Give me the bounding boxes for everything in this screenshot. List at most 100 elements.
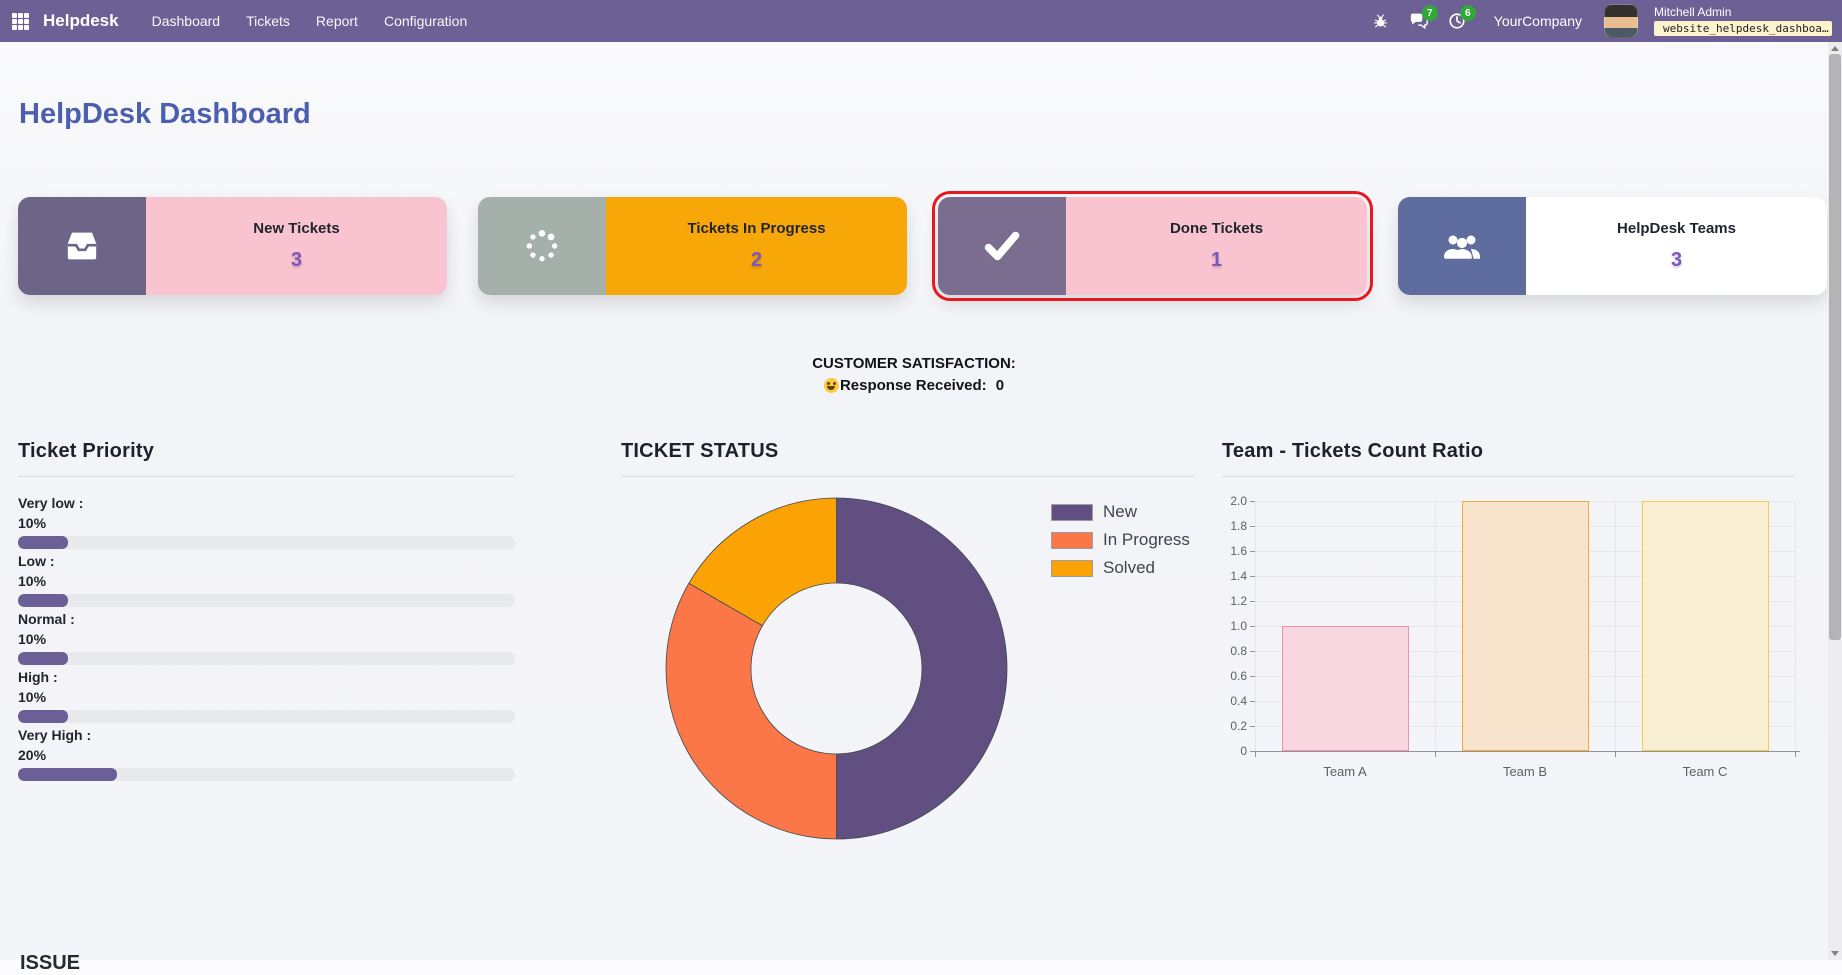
y-tick-mark: [1250, 601, 1255, 602]
y-tick-label: 1.6: [1230, 544, 1247, 558]
y-tick-mark: [1250, 676, 1255, 677]
category-gridline: [1615, 502, 1616, 752]
bar-team-b[interactable]: [1461, 501, 1589, 751]
app-brand[interactable]: Helpdesk: [43, 11, 119, 30]
priority-row: Normal : 10%: [18, 610, 515, 665]
messages-icon[interactable]: 7: [1408, 5, 1438, 32]
card-body: HelpDesk Teams 3: [1526, 197, 1827, 295]
x-category-label: Team C: [1682, 764, 1728, 779]
priority-label: Very High :: [18, 727, 92, 743]
response-label: Response Received:: [839, 377, 987, 394]
legend-swatch: [1051, 503, 1093, 521]
ticket-status-heading: TICKET STATUS: [621, 440, 779, 462]
apps-menu-icon[interactable]: [12, 12, 29, 30]
priority-label: Very low :: [18, 495, 84, 511]
y-tick-label: 0.2: [1230, 719, 1247, 733]
database-badge: website_helpdesk_dashboa…: [1654, 21, 1832, 36]
y-tick-mark: [1250, 626, 1255, 627]
donut-legend: New In Progress Solved: [1051, 502, 1190, 586]
legend-label: In Progress: [1103, 530, 1190, 549]
nav-item-tickets[interactable]: Tickets: [246, 13, 290, 29]
team-ratio-section: Team - Tickets Count Ratio 0 0.2 0.4 0.6 0.8…: [1222, 440, 1800, 779]
ticket-status-section: TICKET STATUS New In Progress Solved: [621, 440, 1195, 840]
user-avatar[interactable]: [1604, 4, 1638, 38]
category-gridline: [1435, 502, 1436, 752]
card-body: Done Tickets 1: [1066, 197, 1367, 295]
card-body: Tickets In Progress 2: [606, 197, 907, 295]
card-value: 1: [1210, 249, 1223, 271]
systray: 7 6 YourCompany Mitchell Admin website_h…: [1370, 4, 1832, 38]
scroll-up-arrow[interactable]: [1831, 46, 1839, 51]
ticket-status-donut-chart[interactable]: [665, 497, 1008, 840]
nav-item-report[interactable]: Report: [315, 13, 358, 29]
donut-slice-in-progress[interactable]: [665, 582, 837, 840]
ticket-priority-heading: Ticket Priority: [18, 440, 155, 462]
priority-percent: 10%: [18, 515, 47, 531]
legend-item: Solved: [1051, 558, 1190, 578]
section-divider: [1222, 476, 1795, 477]
x-tick-mark: [1795, 752, 1796, 757]
priority-bar-track: [18, 768, 515, 781]
scrollbar-thumb[interactable]: [1829, 54, 1841, 640]
bar-team-a[interactable]: [1281, 626, 1409, 751]
priority-bar-track: [18, 594, 515, 607]
y-tick-mark: [1250, 651, 1255, 652]
card-icon-block: [1398, 197, 1526, 295]
priority-bar-fill: [18, 594, 68, 607]
vertical-scrollbar[interactable]: [1828, 42, 1842, 960]
priority-bar-fill: [18, 768, 118, 781]
legend-label: Solved: [1103, 558, 1155, 577]
nav-item-configuration[interactable]: Configuration: [383, 13, 468, 29]
card-done-tickets[interactable]: Done Tickets 1: [932, 191, 1373, 301]
priority-bar-track: [18, 536, 515, 549]
y-tick-label: 0.6: [1230, 669, 1247, 683]
activities-icon[interactable]: 6: [1446, 5, 1476, 32]
section-divider: [621, 476, 1195, 477]
priority-percent: 10%: [18, 689, 47, 705]
database-name: website_helpdesk_dashboa…: [1663, 22, 1829, 35]
x-category-label: Team A: [1323, 764, 1367, 779]
y-tick-label: 0: [1240, 744, 1247, 758]
nav-item-dashboard[interactable]: Dashboard: [151, 13, 221, 29]
navbar-left: Helpdesk Dashboard Tickets Report Config…: [12, 0, 480, 42]
priority-bar-fill: [18, 536, 68, 549]
user-menu[interactable]: Mitchell Admin website_helpdesk_dashboa…: [1654, 6, 1832, 36]
card-tickets-in-progress[interactable]: Tickets In Progress 2: [478, 197, 907, 295]
card-title: New Tickets: [253, 220, 340, 237]
bug-icon[interactable]: [1370, 10, 1392, 32]
activities-badge: 6: [1459, 5, 1476, 21]
kpi-cards-row: New Tickets 3 Tickets In Progress 2 Done…: [18, 191, 1827, 301]
y-tick-mark: [1250, 526, 1255, 527]
scroll-down-arrow[interactable]: [1831, 951, 1839, 956]
category-gridline: [1255, 502, 1256, 752]
company-switcher[interactable]: YourCompany: [1493, 13, 1582, 29]
legend-swatch: [1051, 559, 1093, 577]
y-tick-label: 1.0: [1230, 619, 1247, 633]
response-value: 0: [995, 377, 1005, 394]
x-tick-mark: [1615, 752, 1616, 757]
y-tick-mark: [1250, 551, 1255, 552]
team-ratio-heading: Team - Tickets Count Ratio: [1222, 440, 1484, 462]
user-name: Mitchell Admin: [1654, 5, 1732, 19]
messages-badge: 7: [1421, 5, 1438, 21]
card-helpdesk-teams[interactable]: HelpDesk Teams 3: [1398, 197, 1827, 295]
priority-row: Very High : 20%: [18, 726, 515, 781]
priority-bar-fill: [18, 652, 68, 665]
customer-satisfaction: CUSTOMER SATISFACTION: Response Received…: [0, 355, 1828, 394]
priority-bar-fill: [18, 710, 68, 723]
ticket-priority-section: Ticket Priority Very low :10% Low :10% Nor…: [18, 440, 515, 784]
bar-team-c[interactable]: [1641, 501, 1769, 751]
team-bar-chart[interactable]: 0 0.2 0.4 0.6 0.8 1.0 1.2 1.4 1.6 1.8 2.0 Team A Tea…: [1230, 494, 1800, 779]
card-new-tickets[interactable]: New Tickets 3: [18, 197, 447, 295]
card-title: Done Tickets: [1169, 220, 1264, 237]
inbox-icon: [67, 232, 97, 260]
spinner-icon: [526, 230, 558, 262]
card-title: Tickets In Progress: [687, 220, 826, 237]
y-tick-label: 1.8: [1230, 519, 1247, 533]
donut-slice-solved[interactable]: [688, 497, 837, 627]
y-tick-mark: [1250, 501, 1255, 502]
donut-slice-new[interactable]: [836, 497, 1008, 840]
top-navbar: Helpdesk Dashboard Tickets Report Config…: [0, 0, 1842, 42]
y-tick-label: 2.0: [1230, 494, 1247, 508]
